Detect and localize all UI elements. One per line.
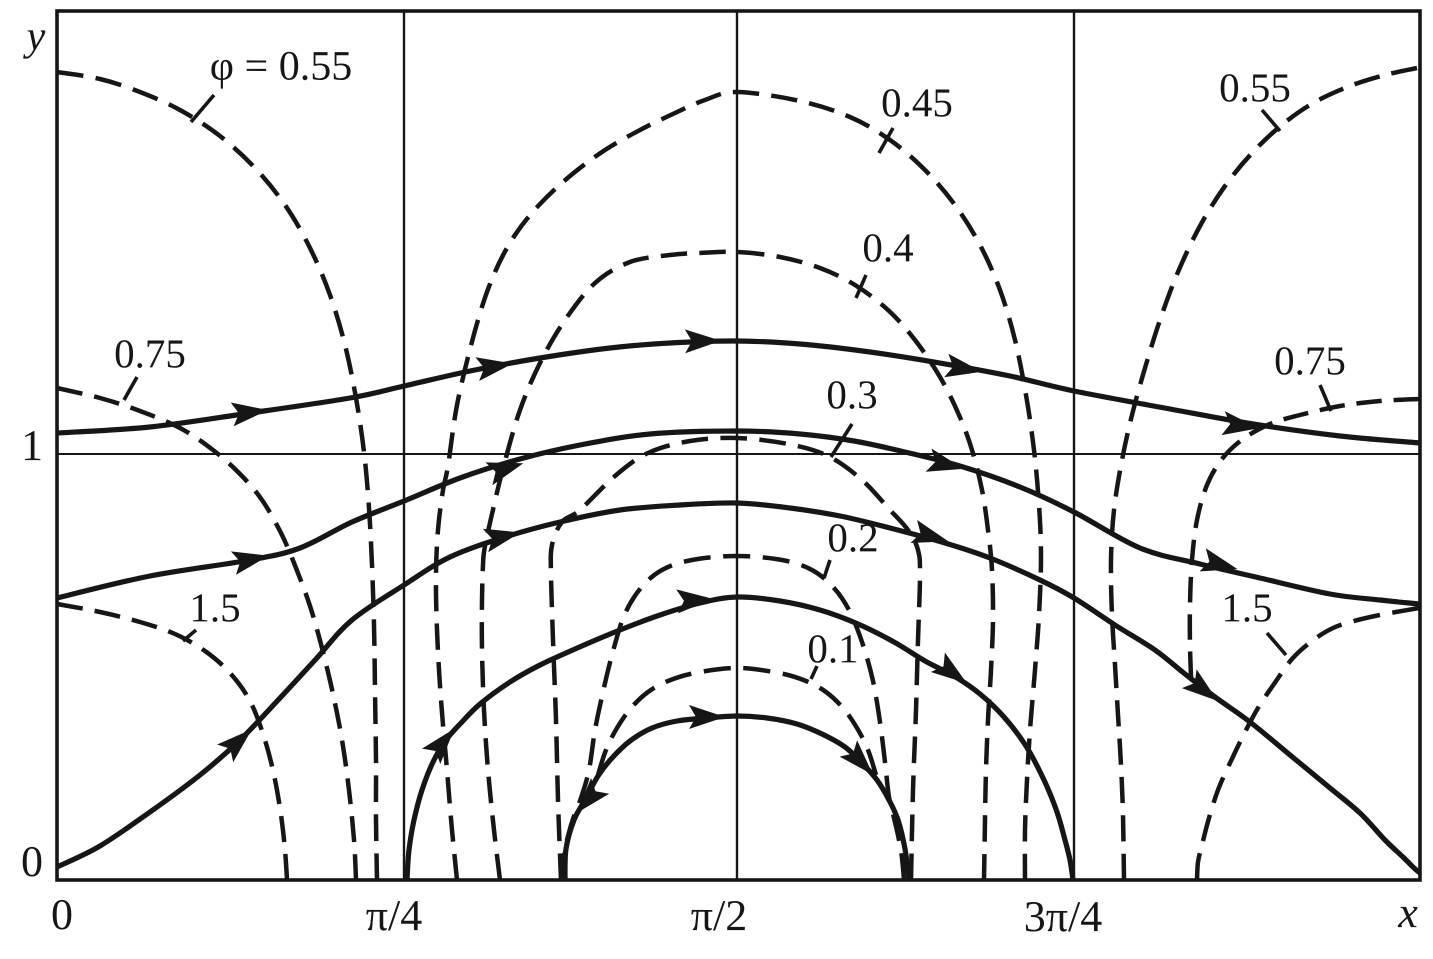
svg-text:0.75: 0.75 (114, 330, 186, 376)
svg-text:0.1: 0.1 (807, 625, 858, 671)
svg-text:1: 1 (21, 421, 43, 470)
svg-text:φ = 0.55: φ = 0.55 (210, 44, 352, 90)
svg-text:0.55: 0.55 (1219, 64, 1291, 110)
svg-text:π/4: π/4 (366, 891, 422, 940)
svg-text:0.75: 0.75 (1274, 337, 1346, 383)
svg-text:3π/4: 3π/4 (1024, 892, 1102, 941)
svg-text:0: 0 (51, 890, 73, 939)
svg-text:0.4: 0.4 (862, 224, 913, 270)
svg-text:0: 0 (21, 837, 43, 886)
svg-text:1.5: 1.5 (1221, 584, 1272, 630)
svg-text:x: x (1397, 888, 1418, 937)
svg-text:0.3: 0.3 (826, 371, 877, 417)
svg-text:1.5: 1.5 (189, 584, 240, 630)
svg-text:0.45: 0.45 (881, 79, 953, 125)
svg-text:π/2: π/2 (691, 891, 747, 940)
svg-text:y: y (23, 14, 46, 60)
svg-text:0.2: 0.2 (827, 514, 878, 560)
